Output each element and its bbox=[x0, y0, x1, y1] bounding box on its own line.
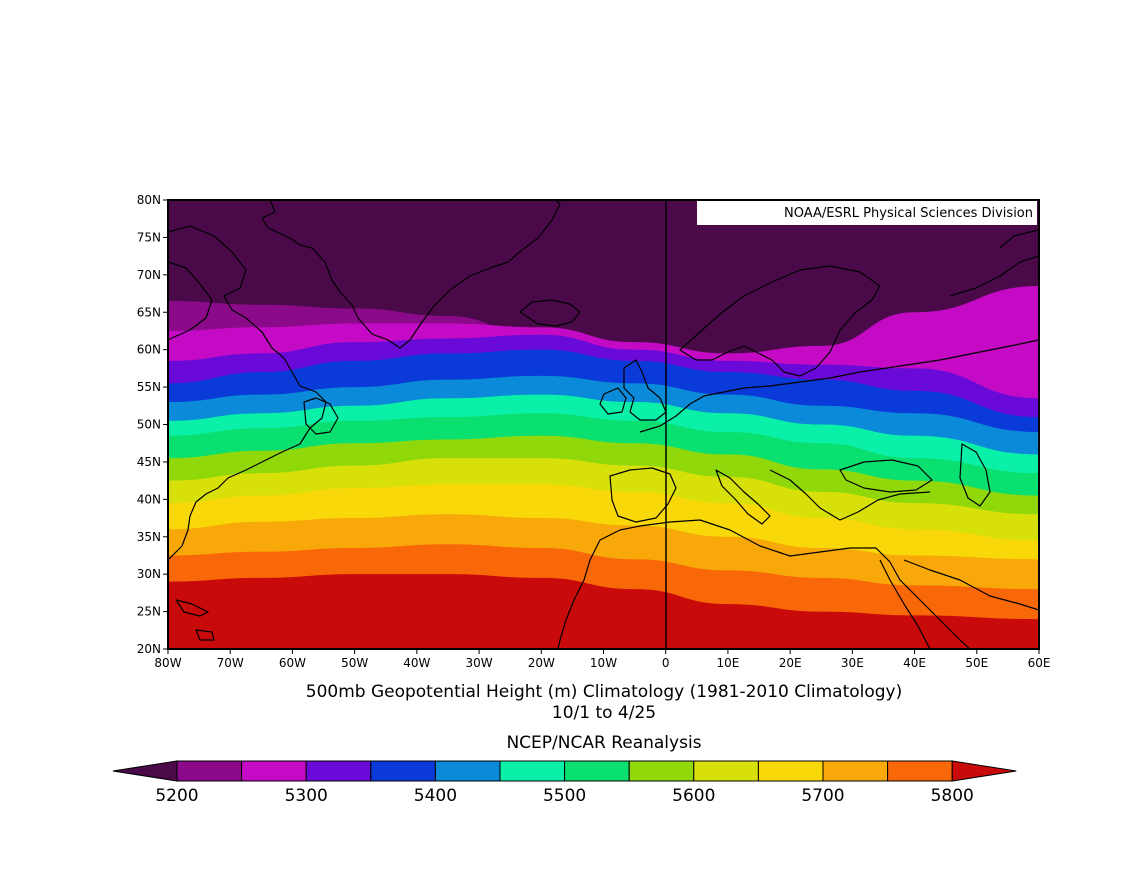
lat-tick-label: 30N bbox=[137, 567, 161, 581]
contour-band-5800 bbox=[168, 574, 1039, 649]
hispaniola-coast bbox=[195, 629, 215, 641]
colorbar-segment bbox=[176, 760, 243, 782]
arctic-russia-coast bbox=[949, 255, 1039, 297]
lon-tick-label: 50W bbox=[341, 656, 368, 670]
colorbar-labels: 5200 5300 5400 5500 5600 5700 5800 bbox=[155, 786, 973, 806]
caspian-coast bbox=[959, 443, 991, 507]
subtitle: NCEP/NCAR Reanalysis bbox=[506, 733, 701, 753]
lon-tick-label: 80W bbox=[154, 656, 181, 670]
europe-coast bbox=[639, 339, 1039, 433]
colorbar-segment bbox=[628, 760, 695, 782]
lon-tick-label: 60E bbox=[1028, 656, 1051, 670]
colorbar bbox=[112, 760, 1017, 782]
ireland-coast bbox=[599, 387, 627, 415]
novaya-zemlya-coast bbox=[999, 229, 1039, 249]
colorbar-label: 5800 bbox=[931, 786, 974, 806]
lat-tick-label: 50N bbox=[137, 418, 161, 432]
lon-tick-label: 10E bbox=[716, 656, 739, 670]
colorbar-segment bbox=[434, 760, 501, 782]
longitude-axis: 80W 70W 60W 50W 40W 30W 20W 10W 0 10E 20E 30E 40E 50E… bbox=[154, 649, 1050, 670]
black-sea-coast bbox=[839, 459, 933, 493]
colorbar-label: 5400 bbox=[414, 786, 457, 806]
title-line2: 10/1 to 4/25 bbox=[552, 703, 656, 723]
colorbar-label: 5300 bbox=[285, 786, 328, 806]
lon-tick-label: 20W bbox=[528, 656, 555, 670]
lon-tick-label: 50E bbox=[965, 656, 988, 670]
title-line1: 500mb Geopotential Height (m) Climatolog… bbox=[306, 682, 903, 702]
colorbar-arrow-high bbox=[951, 760, 1017, 782]
lon-tick-label: 40W bbox=[403, 656, 430, 670]
iberia-coast bbox=[609, 467, 677, 523]
red-sea-coast bbox=[879, 559, 931, 649]
credit-text: NOAA/ESRL Physical Sciences Division bbox=[784, 206, 1033, 221]
colorbar-segment bbox=[693, 760, 759, 782]
colorbar-segment bbox=[499, 760, 566, 782]
colorbar-label: 5500 bbox=[543, 786, 586, 806]
lon-tick-label: 60W bbox=[279, 656, 306, 670]
newfoundland-coast bbox=[303, 397, 339, 435]
lat-tick-label: 45N bbox=[137, 455, 161, 469]
colorbar-segment bbox=[564, 760, 630, 782]
greenland-coast bbox=[261, 200, 561, 349]
colorbar-arrow-low bbox=[112, 760, 178, 782]
lat-tick-label: 25N bbox=[137, 605, 161, 619]
scandinavia-coast bbox=[679, 265, 881, 377]
iceland-coast bbox=[519, 299, 581, 327]
lat-tick-label: 35N bbox=[137, 530, 161, 544]
latitude-axis: 80N 75N 70N 65N 60N 55N 50N 45N 40N 35N 30N 25N 20N bbox=[137, 193, 168, 656]
balkans-coast bbox=[769, 469, 931, 521]
lat-tick-label: 65N bbox=[137, 305, 161, 319]
colorbar-label: 5600 bbox=[672, 786, 715, 806]
lon-tick-label: 10W bbox=[590, 656, 617, 670]
credit-box: NOAA/ESRL Physical Sciences Division bbox=[697, 201, 1037, 225]
colorbar-segment bbox=[241, 760, 307, 782]
baffin-coast bbox=[168, 261, 213, 341]
cuba-coast bbox=[175, 599, 209, 617]
lat-tick-label: 70N bbox=[137, 268, 161, 282]
colorbar-segment bbox=[757, 760, 824, 782]
colorbar-segment bbox=[305, 760, 372, 782]
lon-tick-label: 30E bbox=[841, 656, 864, 670]
lat-tick-label: 55N bbox=[137, 380, 161, 394]
lat-tick-label: 40N bbox=[137, 492, 161, 506]
contour-bands bbox=[168, 200, 1039, 649]
lat-tick-label: 20N bbox=[137, 642, 161, 656]
lat-tick-label: 60N bbox=[137, 343, 161, 357]
colorbar-label: 5700 bbox=[801, 786, 844, 806]
great-britain-coast bbox=[623, 359, 667, 421]
west-africa-coast bbox=[557, 539, 601, 649]
arabia-coast bbox=[903, 559, 1039, 611]
north-africa-coast bbox=[599, 519, 971, 649]
colorbar-segment bbox=[822, 760, 889, 782]
colorbar-segment bbox=[370, 760, 436, 782]
lon-tick-label: 20E bbox=[779, 656, 802, 670]
lat-tick-label: 75N bbox=[137, 230, 161, 244]
lon-tick-label: 70W bbox=[217, 656, 244, 670]
lon-tick-label: 30W bbox=[466, 656, 493, 670]
italy-coast bbox=[715, 469, 771, 525]
lon-tick-label: 0 bbox=[662, 656, 670, 670]
lat-tick-label: 80N bbox=[137, 193, 161, 207]
coastlines bbox=[168, 200, 1039, 649]
lon-tick-label: 40E bbox=[903, 656, 926, 670]
colorbar-segment bbox=[887, 760, 953, 782]
colorbar-label: 5200 bbox=[155, 786, 198, 806]
